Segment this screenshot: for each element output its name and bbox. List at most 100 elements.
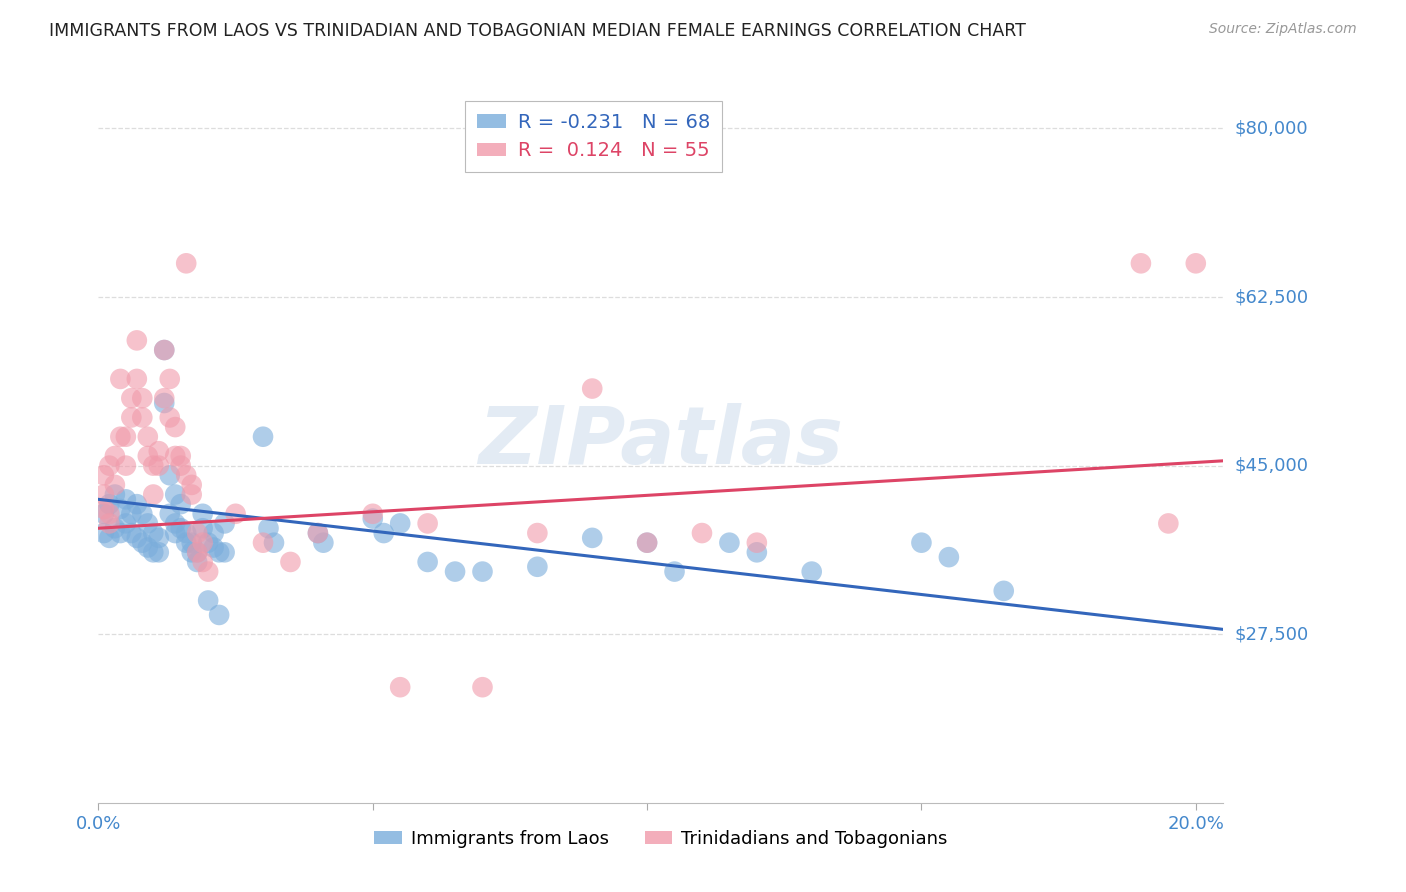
Point: [120, 507, 142, 521]
Point: [110, 526, 132, 541]
Point: [115, 458, 138, 473]
Point: [93, 526, 115, 541]
Point: [98, 507, 121, 521]
Text: ZIPatlas: ZIPatlas: [478, 402, 844, 481]
Point: [115, 430, 138, 444]
Point: [257, 521, 280, 535]
Point: [180, 478, 202, 492]
Text: IMMIGRANTS FROM LAOS VS TRINIDADIAN AND TOBAGONIAN MEDIAN FEMALE EARNINGS CORREL: IMMIGRANTS FROM LAOS VS TRINIDADIAN AND …: [49, 22, 1026, 40]
Point: [125, 531, 148, 545]
Point: [471, 565, 494, 579]
Point: [174, 535, 197, 549]
Point: [225, 507, 247, 521]
Point: [690, 526, 713, 541]
Point: [98, 497, 121, 511]
Point: [186, 545, 208, 559]
Point: [120, 410, 142, 425]
Point: [170, 521, 193, 535]
Point: [148, 531, 170, 545]
Point: [416, 555, 439, 569]
Point: [307, 526, 329, 541]
Point: [165, 516, 187, 531]
Point: [214, 516, 236, 531]
Point: [252, 535, 274, 549]
Point: [910, 535, 932, 549]
Point: [104, 487, 127, 501]
Text: $27,500: $27,500: [1234, 625, 1309, 643]
Point: [745, 545, 768, 559]
Point: [214, 545, 236, 559]
Point: [142, 526, 165, 541]
Point: [110, 430, 132, 444]
Point: [202, 526, 225, 541]
Point: [153, 391, 176, 405]
Point: [125, 372, 148, 386]
Point: [110, 502, 132, 516]
Point: [208, 545, 231, 559]
Point: [1129, 256, 1152, 270]
Point: [153, 343, 176, 357]
Point: [153, 343, 176, 357]
Point: [389, 516, 412, 531]
Point: [636, 535, 658, 549]
Point: [174, 468, 197, 483]
Point: [174, 526, 197, 541]
Point: [1157, 516, 1180, 531]
Point: [191, 535, 214, 549]
Point: [165, 449, 187, 463]
Point: [938, 550, 960, 565]
Point: [98, 458, 121, 473]
Point: [526, 559, 548, 574]
Point: [208, 607, 231, 622]
Point: [170, 458, 193, 473]
Point: [174, 256, 197, 270]
Point: [471, 680, 494, 694]
Point: [581, 382, 603, 396]
Point: [312, 535, 335, 549]
Point: [120, 526, 142, 541]
Point: [125, 334, 148, 348]
Point: [361, 507, 384, 521]
Point: [191, 521, 214, 535]
Point: [165, 526, 187, 541]
Point: [416, 516, 439, 531]
Point: [159, 410, 181, 425]
Point: [202, 541, 225, 555]
Point: [142, 458, 165, 473]
Point: [136, 541, 159, 555]
Point: [170, 497, 193, 511]
Point: [180, 545, 202, 559]
Point: [93, 502, 115, 516]
Point: [136, 516, 159, 531]
Point: [186, 526, 208, 541]
Point: [159, 372, 181, 386]
Point: [636, 535, 658, 549]
Point: [142, 487, 165, 501]
Point: [800, 565, 823, 579]
Point: [153, 396, 176, 410]
Point: [136, 430, 159, 444]
Point: [664, 565, 686, 579]
Point: [197, 535, 219, 549]
Text: $62,500: $62,500: [1234, 288, 1309, 306]
Point: [159, 507, 181, 521]
Point: [165, 420, 187, 434]
Text: $80,000: $80,000: [1234, 120, 1308, 137]
Point: [186, 555, 208, 569]
Point: [104, 449, 127, 463]
Point: [136, 449, 159, 463]
Point: [307, 526, 329, 541]
Point: [993, 583, 1015, 598]
Point: [115, 516, 138, 531]
Point: [180, 535, 202, 549]
Point: [93, 468, 115, 483]
Point: [104, 478, 127, 492]
Point: [197, 593, 219, 607]
Point: [165, 487, 187, 501]
Point: [159, 468, 181, 483]
Point: [125, 497, 148, 511]
Point: [1184, 256, 1206, 270]
Text: Source: ZipAtlas.com: Source: ZipAtlas.com: [1209, 22, 1357, 37]
Point: [148, 458, 170, 473]
Point: [93, 507, 115, 521]
